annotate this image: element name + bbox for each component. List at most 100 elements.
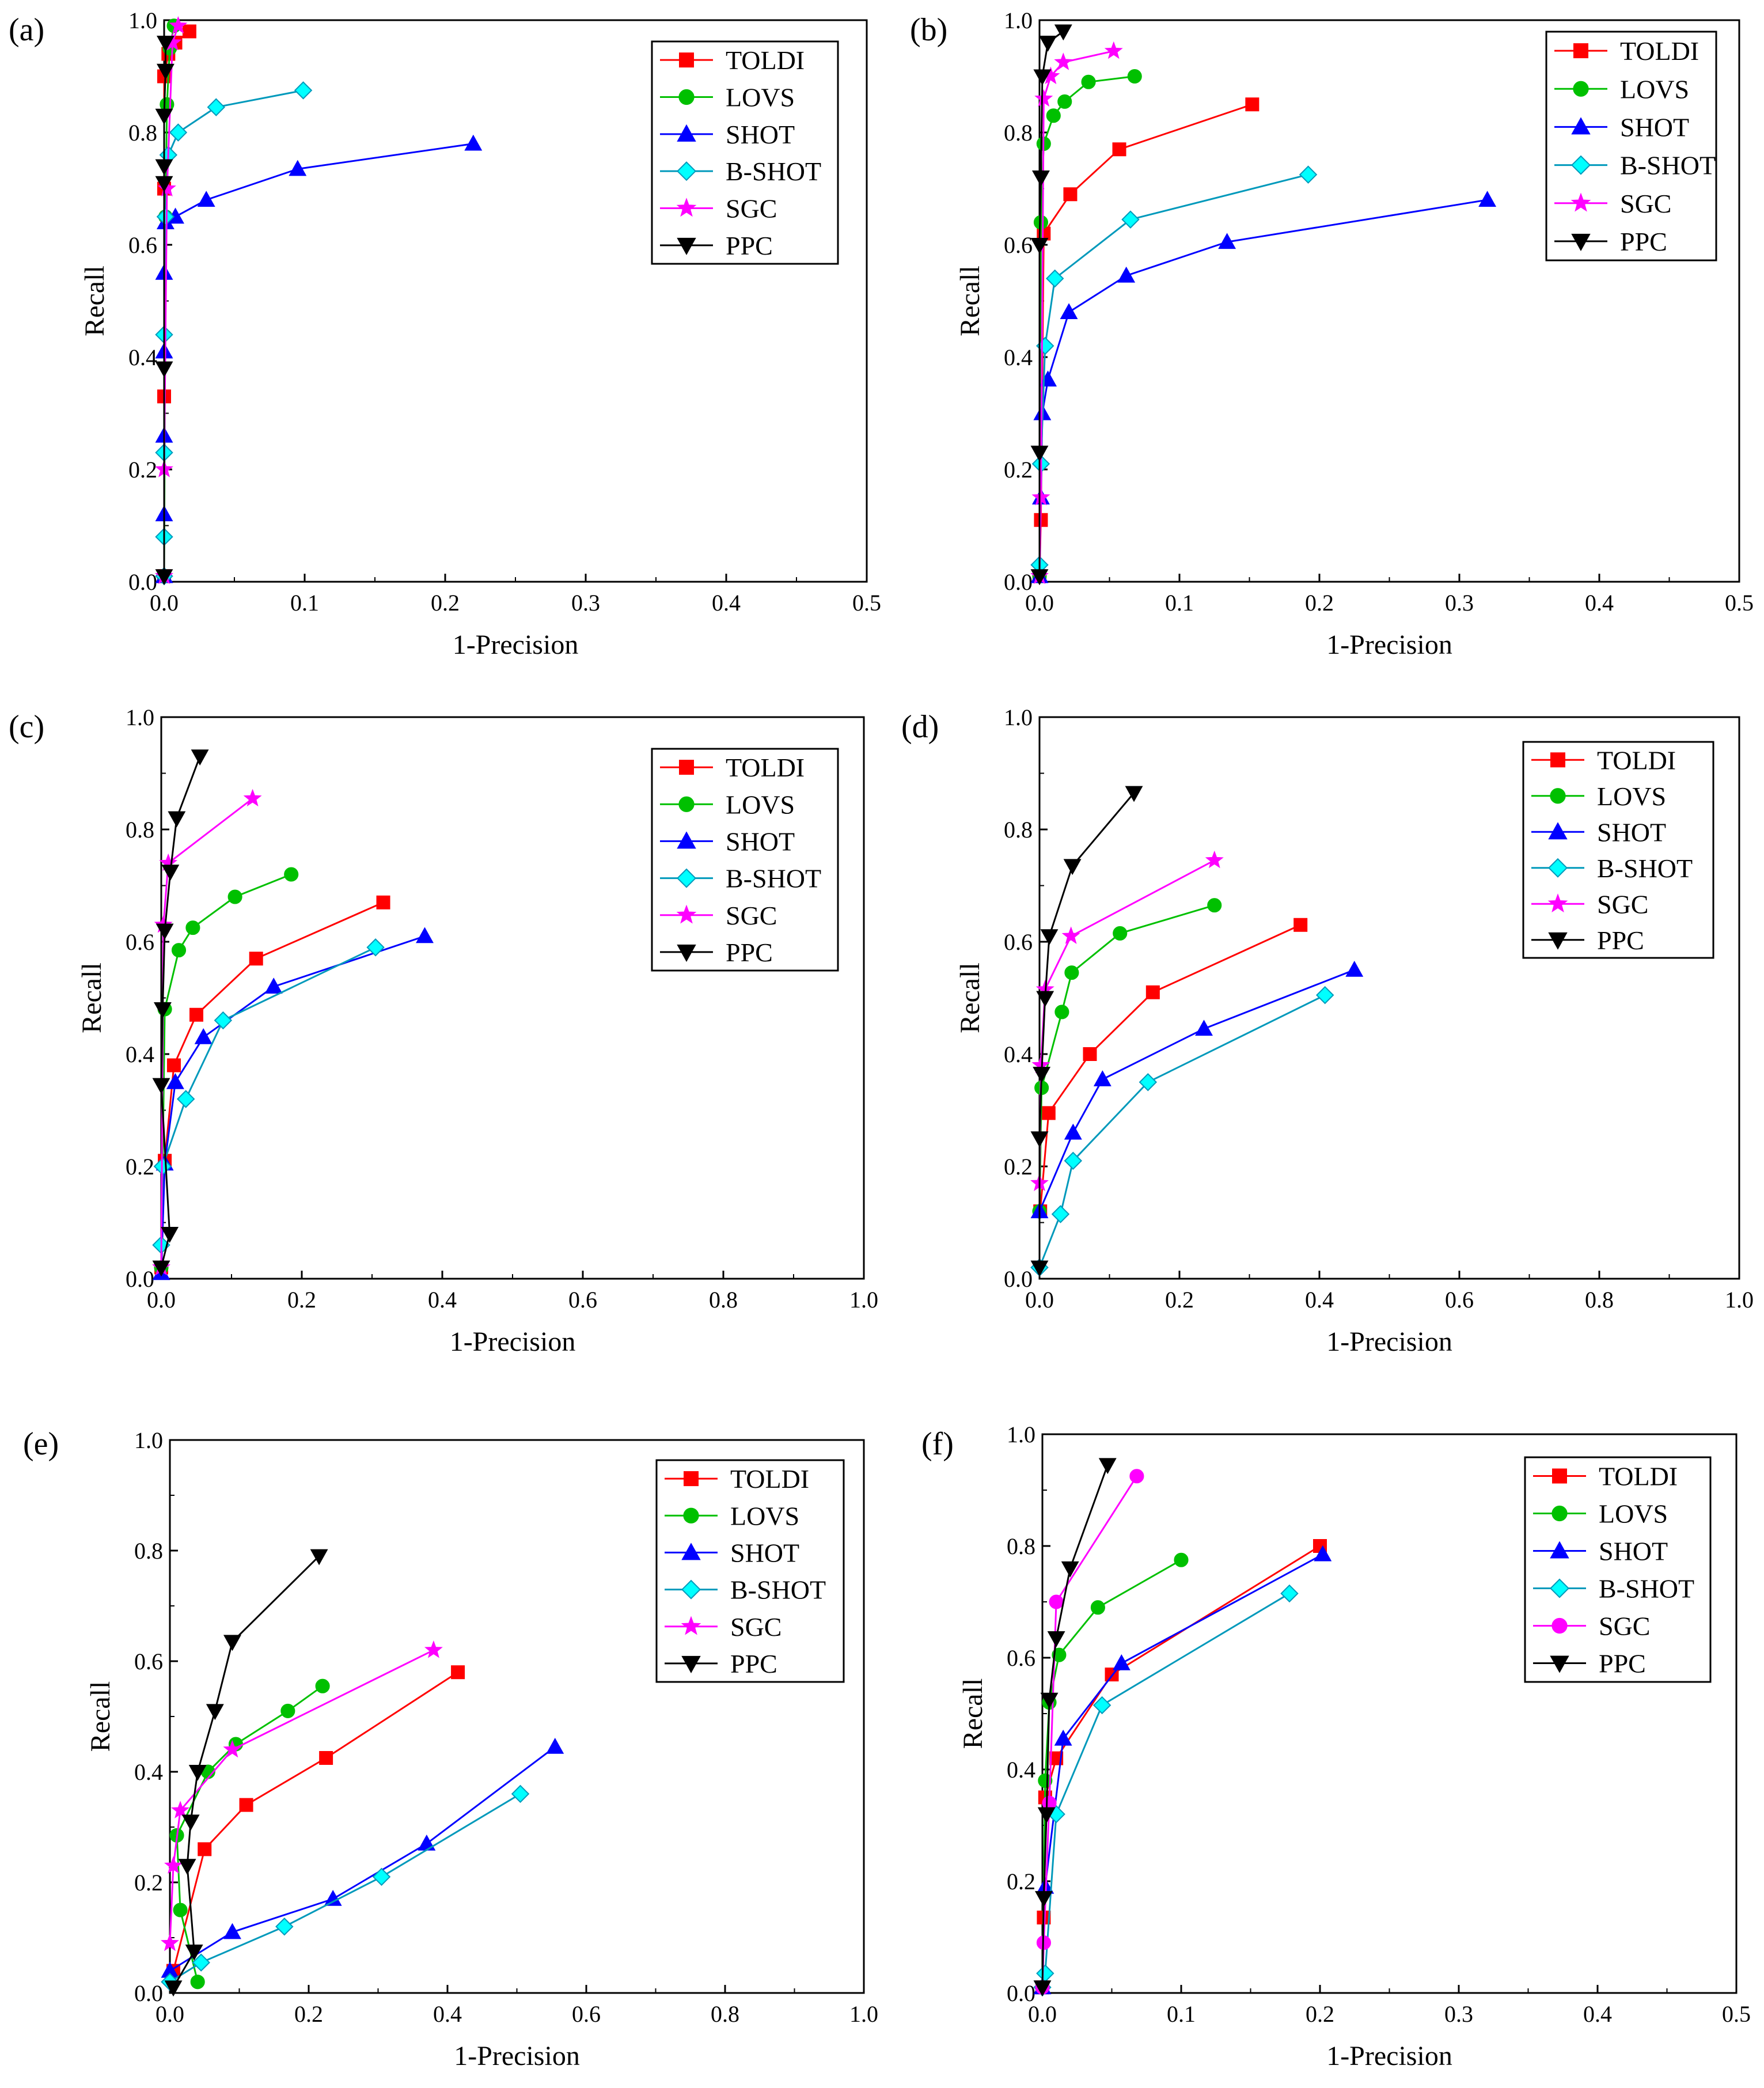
- legend-label-lovs: LOVS: [1620, 74, 1689, 104]
- series-line-sgc: [169, 1649, 434, 1943]
- x-tick-label: 0.6: [1445, 1287, 1474, 1313]
- legend-marker-toldi: [679, 52, 694, 68]
- panel-label: (c): [9, 709, 44, 745]
- legend-marker-toldi: [679, 760, 694, 775]
- x-tick-label: 0.4: [1585, 590, 1614, 616]
- legend-marker-b-shot: [1549, 1578, 1570, 1598]
- y-tick-label: 0.2: [128, 457, 157, 483]
- data-point-shot: [464, 134, 483, 151]
- legend-label-b-shot: B-SHOT: [1599, 1574, 1694, 1604]
- legend-marker-shot: [677, 831, 696, 849]
- data-point-lovs: [227, 889, 242, 904]
- data-point-lovs: [1038, 1773, 1053, 1788]
- data-point-sgc: [1104, 41, 1123, 59]
- legend-marker-toldi: [1550, 752, 1565, 768]
- data-point-toldi: [1041, 1106, 1056, 1120]
- data-point-sgc: [157, 179, 176, 197]
- data-point-ppc: [1034, 1891, 1053, 1907]
- data-point-shot: [1112, 1654, 1131, 1670]
- legend-box: [651, 748, 839, 972]
- legend-marker-b-shot: [1570, 155, 1591, 175]
- series-toldi: [1033, 97, 1260, 583]
- legend-label-b-shot: B-SHOT: [726, 157, 821, 186]
- plot-area: [1030, 786, 1364, 1277]
- data-point-sgc: [223, 1740, 242, 1758]
- legend-marker-lovs: [678, 796, 695, 812]
- data-point-toldi: [1112, 142, 1126, 157]
- y-tick-label: 0.4: [1004, 344, 1033, 370]
- y-tick-label: 0.6: [1004, 929, 1033, 955]
- series-toldi: [1033, 918, 1308, 1218]
- data-point-shot: [418, 1834, 436, 1851]
- panel-label: (d): [901, 709, 939, 745]
- panel-4: (d) 0.0 0.2 0.4 0.6 0.8 1.0 0.0 0.2 0.4 0.6 0.8 1.0 1…: [901, 704, 1754, 1357]
- data-point-b-shot: [169, 123, 188, 142]
- legend-marker-toldi: [1573, 43, 1588, 59]
- plot-area: [1030, 24, 1497, 586]
- legend-label-b-shot: B-SHOT: [1597, 854, 1693, 883]
- data-point-lovs: [1054, 1005, 1069, 1020]
- series-line-b-shot: [1038, 173, 1308, 565]
- series-b-shot: [152, 938, 385, 1255]
- legend-label-ppc: PPC: [1597, 926, 1644, 955]
- data-point-ppc: [168, 811, 186, 828]
- legend-label-lovs: LOVS: [726, 790, 795, 819]
- legend-box: [1522, 741, 1714, 959]
- x-tick-label: 0.2: [431, 590, 460, 616]
- data-point-lovs: [1052, 1647, 1067, 1662]
- series-ppc: [1030, 786, 1143, 1277]
- data-point-sgc: [161, 1933, 179, 1951]
- data-point-ppc: [310, 1549, 328, 1566]
- data-point-toldi: [1063, 187, 1078, 202]
- legend-label-ppc: PPC: [1620, 227, 1667, 256]
- data-point-ppc: [1033, 1980, 1052, 1997]
- series-lovs: [157, 18, 181, 583]
- data-point-b-shot: [1121, 210, 1140, 229]
- x-tick-label: 0.5: [1722, 2001, 1751, 2027]
- y-tick-label: 0.0: [1007, 1980, 1035, 2006]
- plot-area: [161, 1549, 564, 1997]
- y-tick-label: 0.0: [1004, 1266, 1033, 1292]
- y-tick-label: 0.2: [134, 1870, 163, 1896]
- panel-2: (b) 0.0 0.1 0.2 0.3 0.4 0.5 0.0 0.2 0.4 0.6 0.8 1.0 1…: [910, 7, 1754, 660]
- series-shot: [1030, 191, 1497, 583]
- y-tick-label: 0.6: [1004, 232, 1033, 258]
- y-tick-label: 0.6: [134, 1649, 163, 1674]
- data-point-sgc: [1061, 926, 1080, 944]
- legend-marker-sgc: [1551, 1617, 1568, 1634]
- data-point-ppc: [1039, 36, 1057, 52]
- series-line-b-shot: [163, 89, 304, 577]
- legend-label-ppc: PPC: [730, 1649, 777, 1678]
- legend-label-shot: SHOT: [1597, 817, 1666, 847]
- y-tick-label: 0.6: [1007, 1645, 1035, 1671]
- y-tick-label: 0.8: [1004, 120, 1033, 146]
- data-point-toldi: [198, 1842, 212, 1856]
- x-tick-label: 0.2: [294, 2001, 323, 2027]
- series-line-sgc: [1041, 1475, 1138, 1988]
- x-tick-label: 0.8: [709, 1287, 738, 1313]
- legend-marker-b-shot: [676, 868, 697, 888]
- data-point-toldi: [1083, 1047, 1097, 1061]
- data-point-b-shot: [366, 938, 385, 957]
- x-tick-label: 0.4: [1305, 1287, 1334, 1313]
- data-point-lovs: [280, 1703, 295, 1718]
- data-point-ppc: [178, 1859, 196, 1875]
- data-point-sgc: [169, 16, 188, 34]
- data-point-lovs: [1081, 74, 1096, 89]
- panel-3: (c) 0.0 0.2 0.4 0.6 0.8 1.0 0.0 0.2 0.4 0.6 0.8 1.0 1…: [9, 704, 878, 1357]
- data-point-shot: [1478, 191, 1497, 207]
- series-lovs: [1032, 898, 1222, 1219]
- series-line-shot: [160, 935, 425, 1274]
- legend-marker-ppc: [1550, 1655, 1569, 1673]
- series-sgc: [1030, 41, 1123, 584]
- series-ppc: [1030, 24, 1072, 586]
- series-shot: [161, 1737, 564, 1978]
- legend-label-sgc: SGC: [726, 194, 777, 223]
- legend-marker-lovs: [683, 1507, 699, 1524]
- y-tick-label: 1.0: [126, 704, 154, 730]
- data-point-b-shot: [214, 1011, 233, 1030]
- data-point-ppc: [1047, 1631, 1065, 1647]
- panel-6: (f) 0.0 0.1 0.2 0.3 0.4 0.5 0.0 0.2 0.4 0.6 0.8 1.0 1…: [921, 1422, 1751, 2071]
- series-line-sgc: [1038, 50, 1114, 577]
